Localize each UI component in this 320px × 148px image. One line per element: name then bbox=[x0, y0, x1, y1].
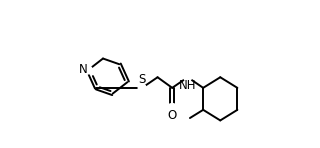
Text: O: O bbox=[168, 109, 177, 122]
Circle shape bbox=[84, 66, 92, 74]
Circle shape bbox=[168, 103, 176, 111]
Circle shape bbox=[138, 84, 146, 92]
Circle shape bbox=[184, 73, 192, 81]
Text: NH: NH bbox=[179, 79, 196, 92]
Text: N: N bbox=[79, 63, 87, 76]
Text: S: S bbox=[138, 73, 146, 86]
